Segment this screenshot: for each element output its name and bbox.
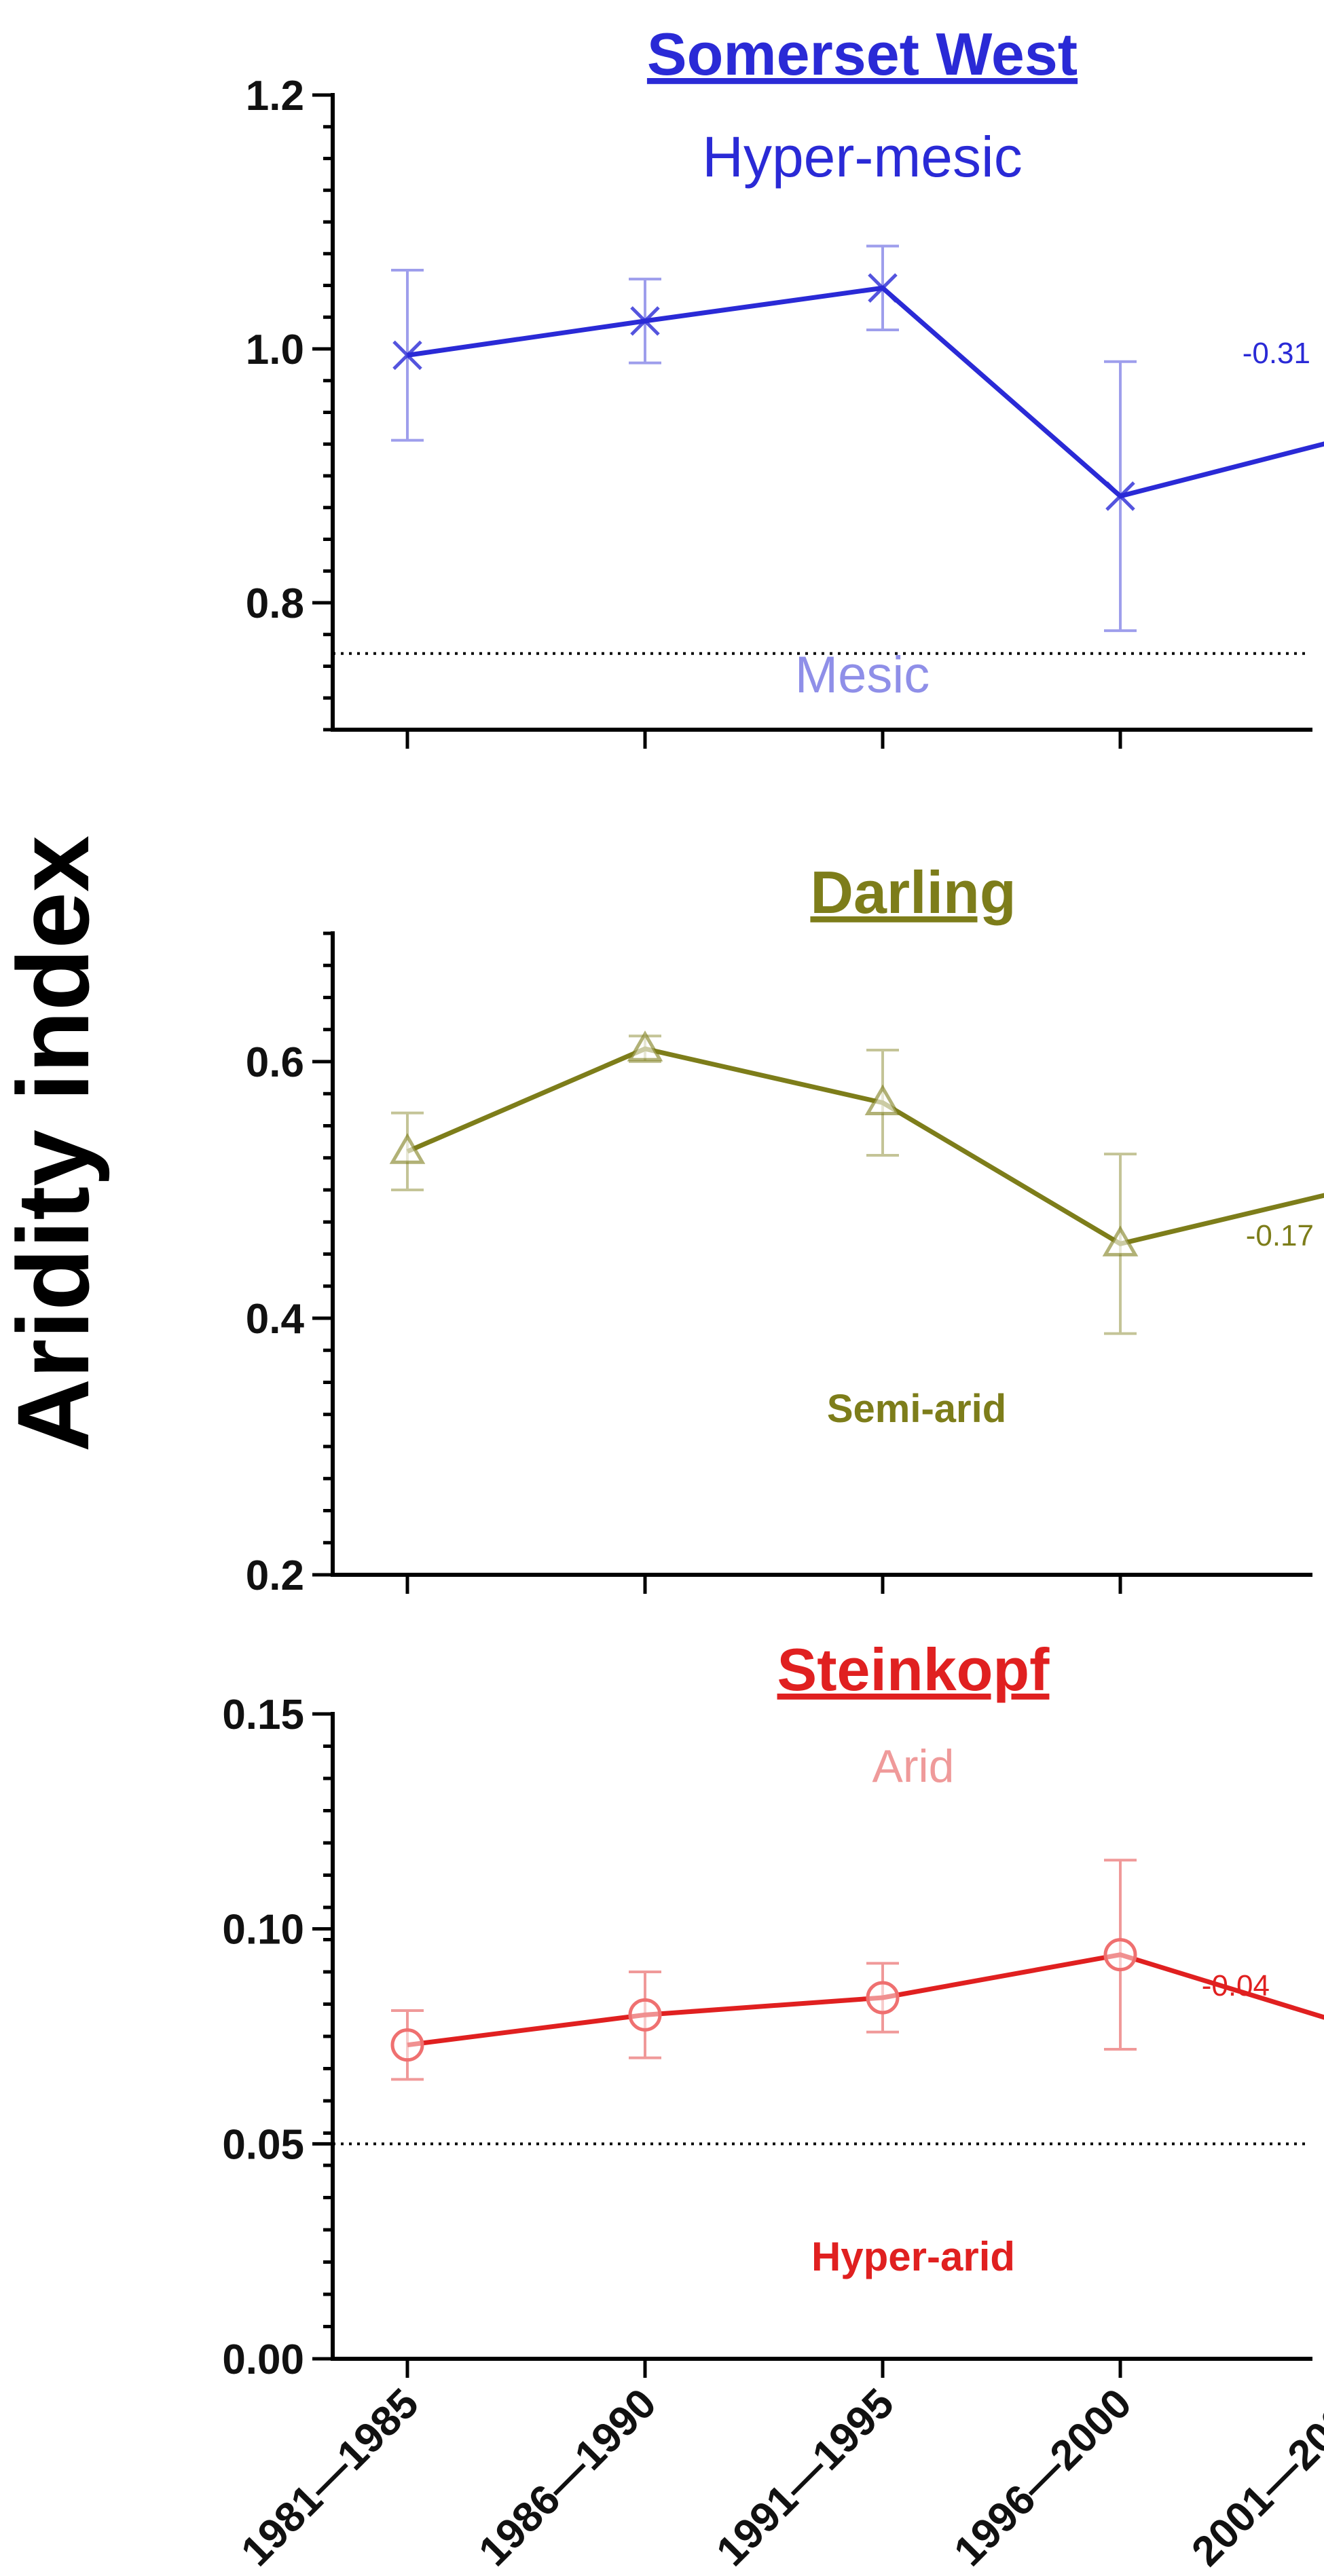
- panel-title: Somerset West: [647, 20, 1078, 88]
- y-axis-label: Aridity index: [0, 836, 110, 1453]
- panel-3: 0.000.050.100.15SteinkopfAridHyper-arid-…: [222, 1636, 1324, 2383]
- zone-label: Hyper-mesic: [702, 125, 1022, 189]
- y-tick-label: 0.15: [222, 1692, 304, 1738]
- slope-label: -0.17: [1246, 1219, 1314, 1252]
- y-tick-label: 0.4: [246, 1296, 305, 1343]
- series-line: [406, 1046, 1324, 1246]
- zone-label: Arid: [872, 1740, 955, 1792]
- y-tick-label: 0.6: [246, 1039, 304, 1086]
- x-tick-label: 2001—2005: [1183, 2380, 1324, 2575]
- y-tick-label: 1.0: [246, 326, 304, 373]
- x-tick-label: 1981—1985: [232, 2380, 428, 2575]
- y-tick-label: 1.2: [246, 73, 304, 119]
- panel-title: Steinkopf: [777, 1636, 1050, 1703]
- panel-2: 0.2 0.4 0.6 Darling Semi-arid -0.17: [246, 859, 1324, 1599]
- data-point: [390, 2028, 424, 2062]
- panel-title: Darling: [810, 859, 1016, 926]
- series-line: [407, 285, 1324, 499]
- zone-label: Semi-arid: [827, 1387, 1006, 1431]
- x-tick-label: 1996—2000: [945, 2380, 1141, 2575]
- y-tick-label: 0.10: [222, 1907, 304, 1954]
- data-point: [392, 340, 422, 371]
- zone-label: Mesic: [795, 646, 930, 704]
- y-tick-label: 0.2: [246, 1552, 304, 1599]
- data-point: [630, 306, 660, 336]
- x-tick-label: 1991—1995: [707, 2380, 903, 2575]
- data-point: [866, 1981, 900, 2015]
- slope-label: -0.31: [1243, 337, 1310, 370]
- data-point: [627, 1030, 663, 1062]
- y-tick-label: 0.8: [246, 580, 304, 627]
- data-point: [1105, 481, 1135, 511]
- data-point: [628, 1998, 662, 2032]
- data-point: [864, 1084, 901, 1115]
- x-tick-label: 1986—1990: [470, 2380, 665, 2575]
- series-line: [407, 1952, 1324, 2048]
- data-point: [1103, 1938, 1137, 1972]
- data-point: [389, 1133, 426, 1164]
- y-tick-label: 0.05: [222, 2121, 304, 2168]
- data-point: [1102, 1225, 1139, 1256]
- zone-label: Hyper-arid: [811, 2234, 1015, 2279]
- y-tick-label: 0.00: [222, 2336, 304, 2383]
- data-point: [868, 273, 898, 303]
- panel-1: 0.8 1.0 1.2 Somerset West Hyper-mesic Mesic -0…: [246, 20, 1324, 749]
